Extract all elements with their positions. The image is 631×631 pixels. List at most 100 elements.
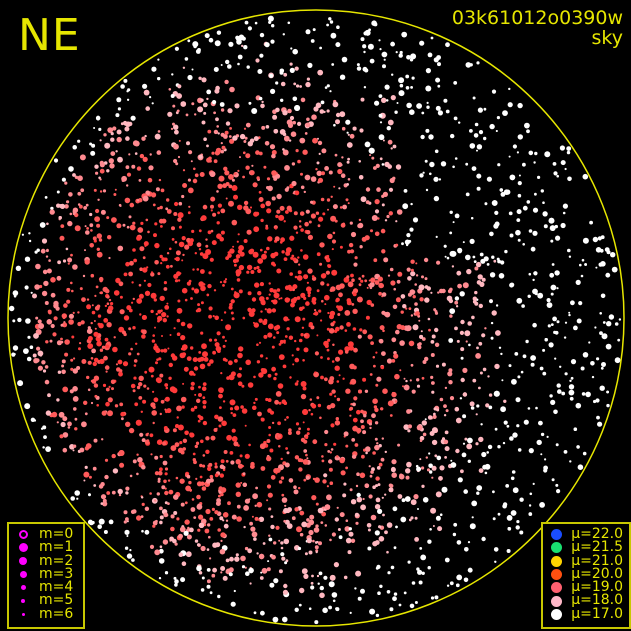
star-marker	[289, 62, 293, 66]
star-marker	[320, 375, 324, 380]
star-marker	[246, 264, 253, 271]
star-marker	[555, 443, 559, 447]
star-marker	[170, 526, 175, 532]
star-marker	[216, 30, 222, 35]
star-marker	[207, 129, 212, 134]
star-marker	[132, 389, 136, 393]
star-marker	[366, 523, 372, 528]
star-marker	[275, 525, 280, 530]
star-marker	[317, 177, 324, 183]
star-marker	[68, 319, 74, 325]
star-marker	[133, 364, 137, 367]
star-marker	[575, 279, 581, 285]
star-marker	[479, 252, 484, 257]
star-marker	[134, 402, 139, 407]
star-marker	[222, 400, 226, 403]
star-marker	[267, 323, 274, 330]
star-marker	[165, 386, 168, 390]
star-marker	[262, 320, 268, 326]
star-marker	[256, 360, 261, 364]
star-marker	[266, 499, 269, 502]
star-marker	[582, 173, 589, 180]
star-marker	[425, 128, 430, 133]
star-marker	[365, 187, 371, 192]
star-marker	[272, 289, 277, 294]
star-marker	[273, 176, 278, 181]
star-marker	[524, 122, 530, 129]
star-marker	[187, 187, 194, 194]
star-marker	[208, 37, 214, 43]
star-marker	[222, 284, 225, 287]
star-marker	[553, 409, 558, 415]
star-marker	[479, 371, 483, 375]
star-marker	[136, 352, 140, 356]
star-marker	[234, 556, 240, 562]
star-marker	[311, 403, 317, 409]
star-marker	[391, 337, 397, 343]
star-marker	[600, 293, 606, 299]
star-marker	[174, 425, 177, 428]
star-marker	[421, 420, 427, 426]
star-marker	[175, 250, 181, 256]
star-marker	[150, 271, 154, 274]
star-marker	[217, 594, 221, 599]
star-marker	[488, 393, 493, 397]
star-marker	[160, 349, 164, 353]
star-marker	[305, 81, 311, 88]
star-marker	[303, 449, 308, 453]
star-marker	[209, 591, 213, 595]
star-marker	[439, 465, 445, 471]
star-marker	[207, 523, 211, 527]
star-marker	[492, 517, 496, 521]
star-marker	[556, 320, 560, 324]
star-marker	[293, 225, 298, 230]
star-marker	[257, 69, 263, 74]
star-marker	[56, 275, 62, 281]
star-marker	[216, 190, 219, 193]
star-marker	[390, 147, 393, 150]
star-marker	[331, 532, 336, 537]
star-marker	[237, 204, 243, 210]
star-marker	[102, 189, 107, 193]
star-marker	[341, 156, 344, 159]
star-marker	[334, 395, 337, 398]
star-marker	[265, 125, 270, 129]
star-marker	[45, 446, 51, 452]
star-marker	[429, 172, 432, 176]
star-marker	[243, 151, 246, 155]
star-marker	[477, 274, 483, 280]
star-marker	[335, 356, 340, 362]
star-marker	[44, 301, 49, 305]
star-marker	[498, 346, 502, 349]
star-marker	[504, 249, 508, 254]
star-marker	[164, 408, 167, 411]
star-marker	[126, 553, 133, 559]
star-marker	[139, 153, 145, 159]
star-marker	[72, 145, 77, 150]
star-marker	[157, 479, 161, 483]
star-marker	[347, 133, 350, 136]
star-marker	[271, 299, 274, 303]
star-marker	[300, 228, 304, 232]
star-marker	[227, 108, 233, 114]
star-marker	[172, 104, 176, 108]
star-marker	[595, 247, 602, 253]
star-marker	[211, 573, 216, 578]
star-marker	[114, 404, 119, 408]
star-marker	[431, 465, 437, 471]
star-marker	[534, 292, 538, 296]
star-marker	[355, 484, 359, 488]
star-marker	[368, 147, 375, 154]
star-marker	[434, 327, 439, 333]
star-marker	[129, 260, 134, 266]
star-marker	[201, 77, 207, 83]
star-marker	[273, 129, 279, 134]
star-marker	[334, 365, 340, 371]
star-marker	[396, 279, 401, 284]
star-marker	[319, 109, 325, 114]
star-marker	[468, 343, 471, 347]
star-marker	[434, 342, 440, 347]
star-marker	[243, 525, 246, 529]
star-marker	[390, 41, 395, 47]
star-marker	[463, 577, 469, 583]
